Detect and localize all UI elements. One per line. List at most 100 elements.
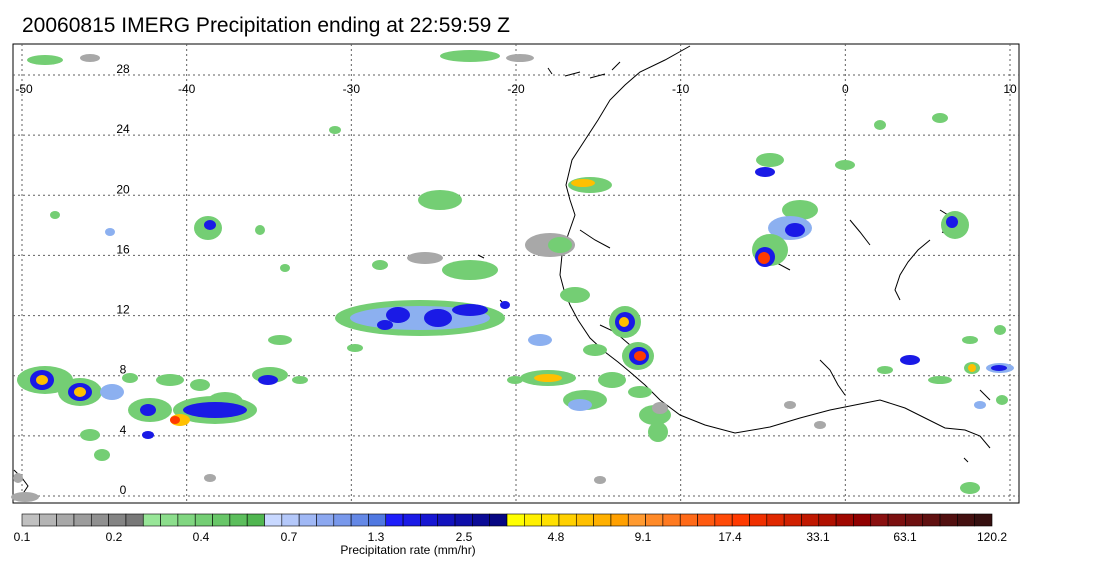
rain-cell (548, 237, 572, 253)
colorbar-tick-label: 33.1 (806, 530, 830, 544)
colorbar-swatch (454, 513, 473, 527)
lat-tick-label: 24 (116, 122, 130, 136)
colorbar-tick-label: 17.4 (718, 530, 742, 544)
colorbar (21, 513, 993, 527)
colorbar-swatch (385, 513, 404, 527)
colorbar-tick-label: 9.1 (635, 530, 652, 544)
rain-cell (960, 482, 980, 494)
colorbar-tick-label: 120.2 (977, 530, 1007, 544)
map-title: 20060815 IMERG Precipitation ending at 2… (22, 14, 510, 37)
colorbar-swatch (264, 513, 283, 527)
rain-cell (932, 113, 948, 123)
rain-cell (568, 399, 592, 411)
colorbar-label: Precipitation rate (mm/hr) (340, 543, 475, 557)
colorbar-swatch (333, 513, 352, 527)
colorbar-swatch (627, 513, 646, 527)
rain-cell (424, 309, 452, 327)
rain-cell (571, 179, 595, 187)
colorbar-swatch (697, 513, 716, 527)
colorbar-swatch (957, 513, 975, 527)
rain-cell (100, 384, 124, 400)
colorbar-swatch (835, 513, 854, 527)
rain-cell (756, 153, 784, 167)
colorbar-swatch (749, 513, 768, 527)
rain-cell (74, 387, 86, 397)
colorbar-tick-label: 63.1 (893, 530, 917, 544)
colorbar-swatch (212, 513, 231, 527)
rain-cell (994, 325, 1006, 335)
rain-cell (594, 476, 606, 484)
lat-tick-label: 8 (120, 363, 127, 377)
lon-tick-label: -40 (178, 82, 196, 96)
rain-cell (268, 335, 292, 345)
niger-river (894, 239, 931, 301)
rain-cell (974, 401, 986, 409)
rain-cell (105, 228, 115, 236)
rain-cell (258, 375, 278, 385)
colorbar-swatch (905, 513, 924, 527)
lat-tick-label: 16 (116, 242, 130, 256)
rain-cell (814, 421, 826, 429)
colorbar-swatch (818, 513, 837, 527)
colorbar-swatch (73, 513, 92, 527)
rain-cell (758, 252, 770, 264)
colorbar-swatch (194, 513, 213, 527)
lat-tick-label: 0 (120, 483, 127, 497)
colorbar-swatch (506, 513, 525, 527)
rain-cell (874, 120, 886, 130)
colorbar-swatch (662, 513, 681, 527)
lon-tick-label: 10 (1003, 82, 1017, 96)
rain-cell (900, 355, 920, 365)
rain-cell (377, 320, 393, 330)
rain-cell (648, 422, 668, 442)
map-frame (12, 43, 1020, 504)
lon-tick-label: -20 (507, 82, 525, 96)
rain-cell (928, 376, 952, 384)
colorbar-tick-label: 2.5 (456, 530, 473, 544)
colorbar-swatch (90, 513, 109, 527)
rain-cell (534, 374, 562, 382)
rain-cell (962, 336, 978, 344)
colorbar-swatch (593, 513, 612, 527)
colorbar-swatch (679, 513, 698, 527)
gridlines (13, 44, 1019, 503)
lon-tick-label: -50 (15, 82, 33, 96)
colorbar-swatch (524, 513, 542, 527)
colorbar-swatch (281, 513, 300, 527)
rain-cell (634, 351, 646, 361)
longitude-labels: -50 -40 -30 -20 -10 0 10 (15, 82, 1017, 96)
colorbar-swatch (489, 513, 508, 527)
colorbar-swatch (645, 513, 664, 527)
colorbar-swatch (575, 513, 594, 527)
colorbar-swatch (731, 513, 750, 527)
colorbar-swatch (437, 513, 456, 527)
lat-tick-label: 20 (116, 182, 130, 196)
rain-cell (36, 375, 48, 385)
rain-cell (183, 402, 247, 418)
colorbar-swatch (246, 513, 265, 527)
rain-cell (142, 431, 154, 439)
colorbar-swatch (922, 513, 941, 527)
colorbar-tick-label: 0.4 (193, 530, 210, 544)
rain-cell (440, 50, 500, 62)
rain-cell (877, 366, 893, 374)
rain-cell (835, 160, 855, 170)
precipitation-cells (11, 50, 1014, 502)
rain-cell (996, 395, 1008, 405)
rain-cell (442, 260, 498, 280)
rain-cell (27, 55, 63, 65)
colorbar-swatch (801, 513, 820, 527)
colorbar-swatch (853, 513, 872, 527)
bioko-island (963, 457, 969, 463)
colorbar-swatch (610, 513, 629, 527)
colorbar-swatch (56, 513, 75, 527)
rain-cell (407, 252, 443, 264)
rain-cell (652, 402, 668, 414)
rain-cell (528, 334, 552, 346)
colorbar-tick-label: 1.3 (368, 530, 385, 544)
rain-cell (598, 372, 626, 388)
colorbar-swatch (142, 513, 161, 527)
colorbar-tick-label: 4.8 (548, 530, 565, 544)
colorbar-swatch (229, 513, 248, 527)
rain-cell (755, 167, 775, 177)
